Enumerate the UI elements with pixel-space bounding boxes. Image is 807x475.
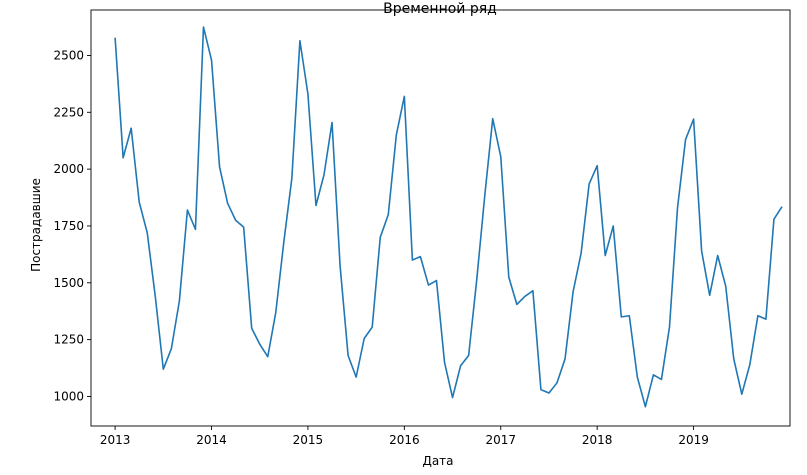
x-tick-label: 2016 <box>389 433 420 447</box>
x-tick-label: 2014 <box>196 433 227 447</box>
y-tick-label: 2250 <box>53 105 84 119</box>
y-tick-label: 2000 <box>53 162 84 176</box>
y-tick-label: 1250 <box>53 333 84 347</box>
x-tick-label: 2019 <box>678 433 709 447</box>
y-tick-label: 1750 <box>53 219 84 233</box>
y-tick-label: 2500 <box>53 48 84 62</box>
plot-area <box>91 10 790 426</box>
x-tick-label: 2018 <box>582 433 613 447</box>
x-tick-label: 2015 <box>293 433 324 447</box>
series-line <box>114 26 783 408</box>
x-tick-label: 2017 <box>485 433 516 447</box>
y-axis-title: Пострадавшие <box>29 178 43 272</box>
chart-title: Временной ряд <box>383 1 497 17</box>
x-tick-label: 2013 <box>100 433 131 447</box>
y-axis: 1000 1250 1500 1750 2000 2250 2500 <box>53 48 91 403</box>
plot-frame <box>90 9 791 427</box>
x-axis-title: Дата <box>422 454 453 468</box>
y-tick-label: 1500 <box>53 276 84 290</box>
x-axis: 2013 2014 2015 2016 2017 2018 2019 <box>100 426 709 447</box>
y-tick-label: 1000 <box>53 389 84 403</box>
